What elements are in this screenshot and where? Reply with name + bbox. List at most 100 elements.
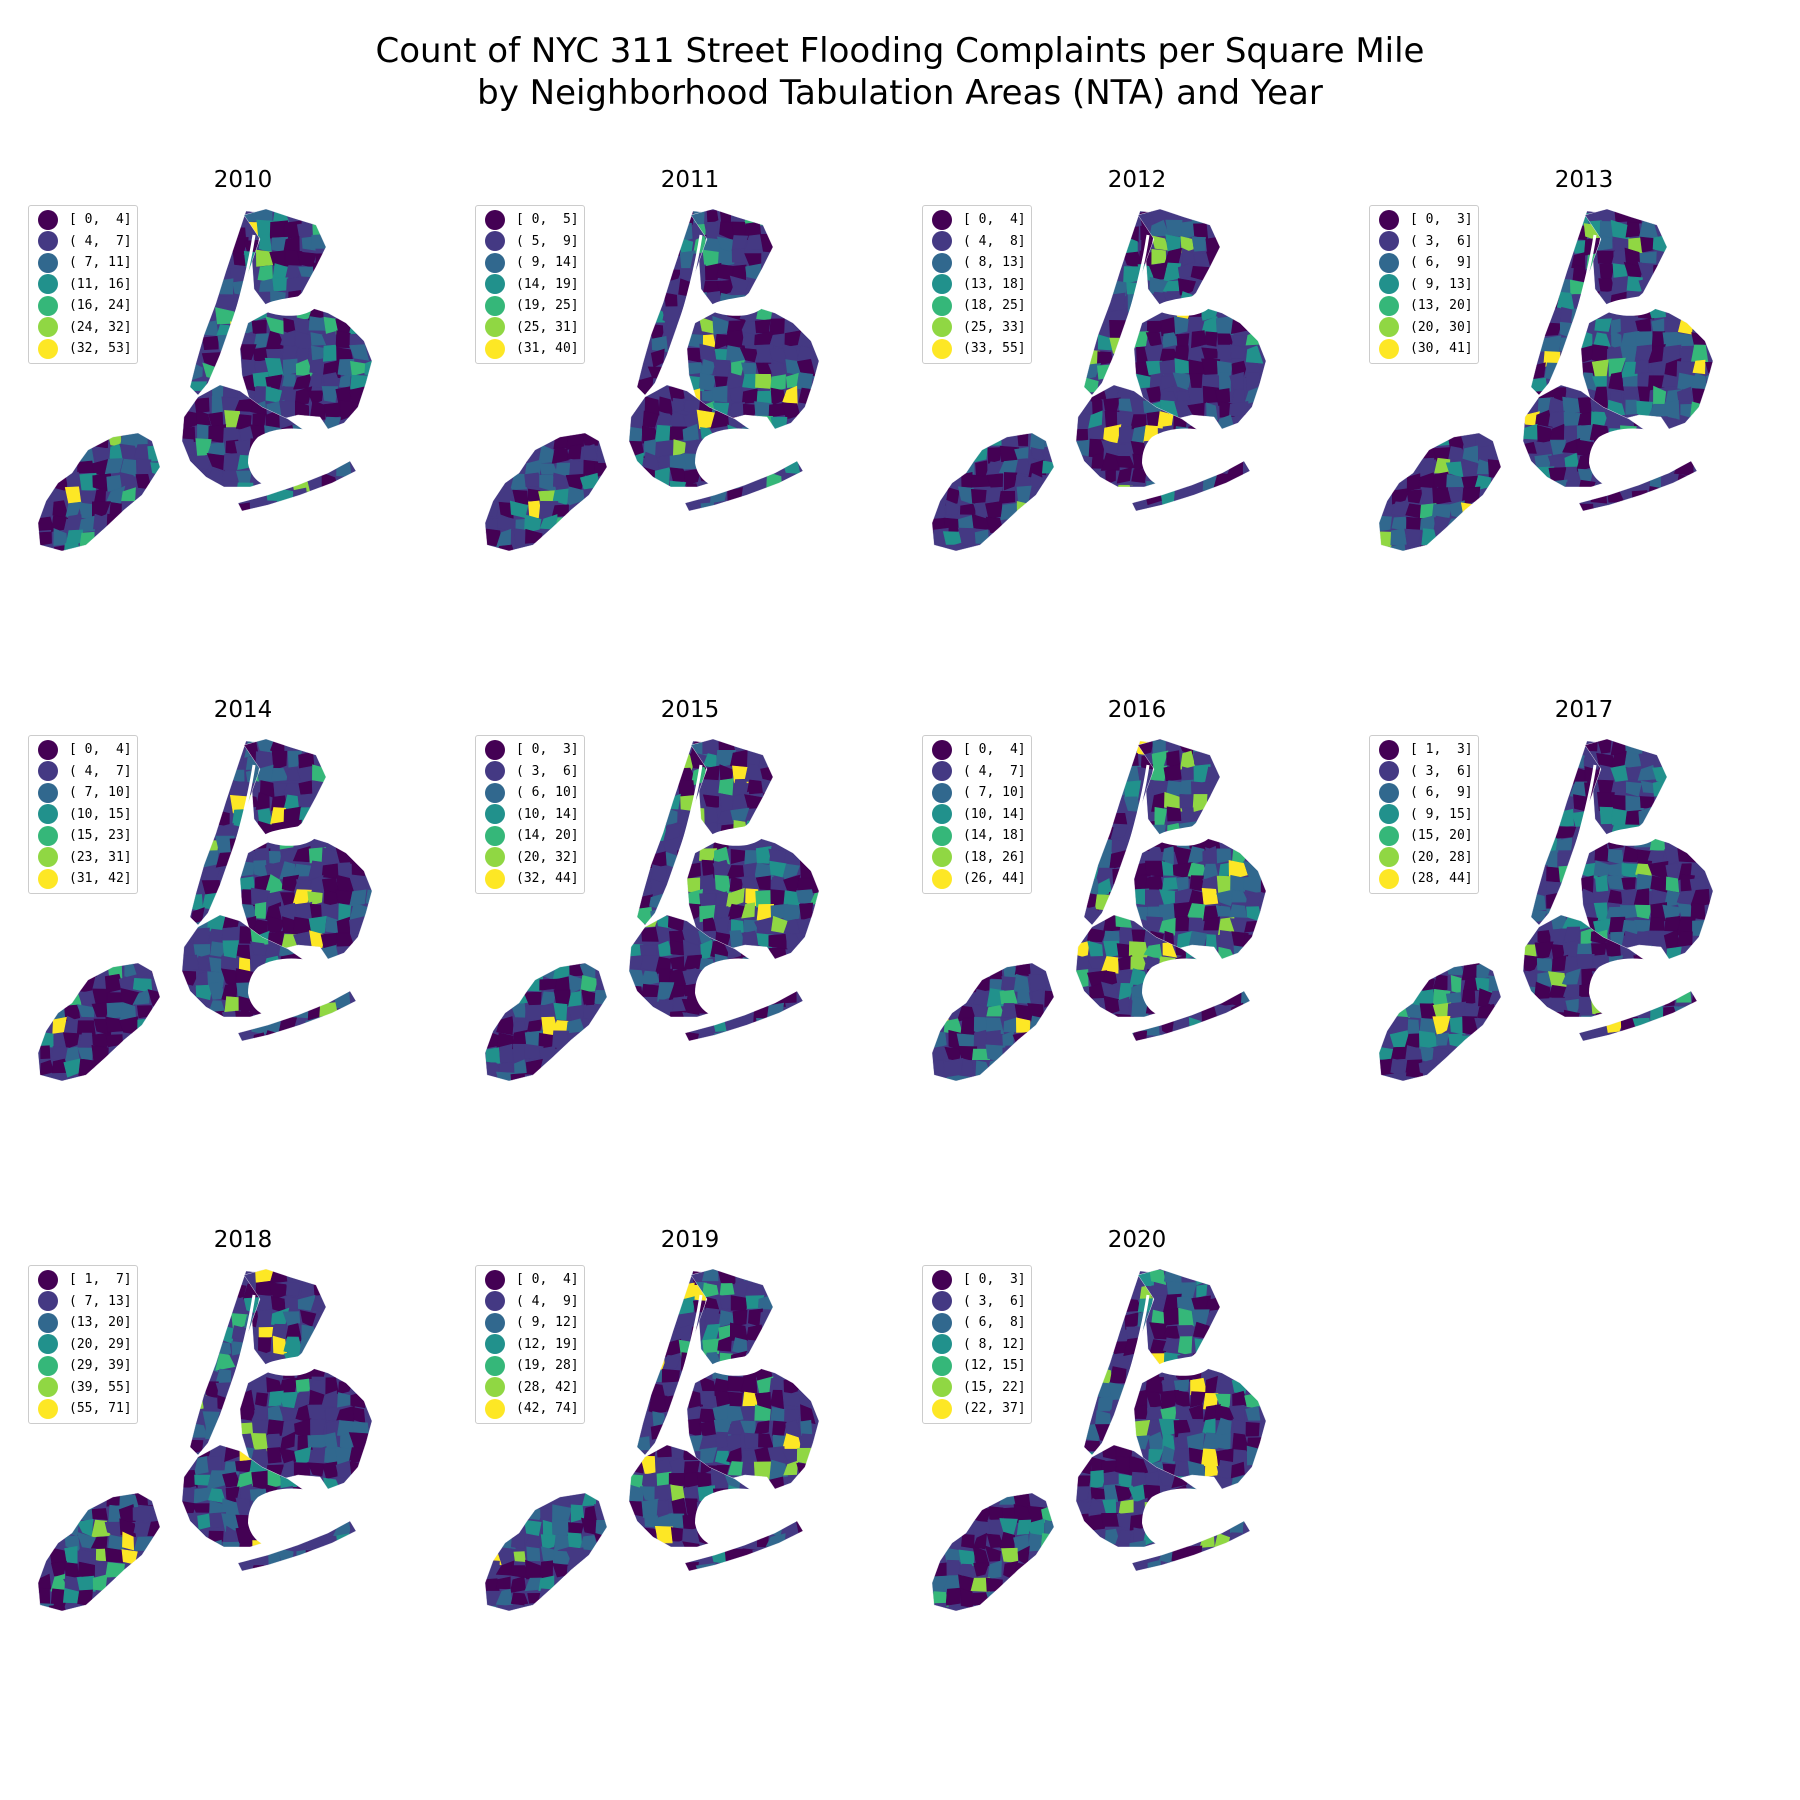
- nta-area: [1216, 889, 1236, 907]
- nta-area: [1432, 485, 1452, 505]
- nta-area: [205, 277, 219, 298]
- nta-area: [649, 1314, 667, 1330]
- nta-area: [629, 1010, 646, 1017]
- nta-area: [796, 1521, 803, 1535]
- choropleth-map: [484, 208, 820, 552]
- nta-area: [511, 1493, 530, 1507]
- nta-area: [1625, 781, 1642, 797]
- nta-area: [118, 1059, 138, 1079]
- borough-outline: [684, 460, 804, 512]
- legend-swatch: [38, 804, 58, 825]
- nta-area: [691, 1352, 707, 1369]
- nta-area: [240, 845, 253, 864]
- nta-area: [699, 1435, 718, 1451]
- nta-area: [1460, 502, 1480, 518]
- nta-area: [496, 1016, 515, 1036]
- nta-area: [1095, 263, 1112, 284]
- borough-outline: [1137, 738, 1221, 840]
- nta-area: [512, 489, 529, 505]
- nta-area: [1041, 1574, 1054, 1590]
- nta-area: [629, 1540, 644, 1547]
- legend-entry: (28, 42]: [476, 1377, 584, 1399]
- nta-area: [725, 502, 742, 511]
- nta-area: [496, 515, 516, 532]
- legend-label: ( 9, 15]: [1410, 806, 1473, 822]
- nta-area: [1258, 903, 1266, 921]
- nta-area: [932, 1532, 948, 1550]
- legend-entry: (30, 41]: [1370, 338, 1478, 360]
- nta-area: [555, 517, 571, 531]
- nta-area: [658, 940, 673, 957]
- legend-swatch: [932, 338, 952, 359]
- nta-area: [67, 1493, 81, 1510]
- nta-area: [1491, 500, 1501, 520]
- jamaica-bay-water: [695, 958, 800, 1017]
- nta-area: [783, 1460, 799, 1476]
- nta-area: [38, 1506, 55, 1524]
- nta-area: [323, 890, 340, 907]
- nta-area: [105, 1605, 121, 1611]
- nta-area: [1474, 1017, 1492, 1034]
- legend-entry: ( 4, 7]: [29, 231, 137, 253]
- legend-label: [ 0, 4]: [69, 212, 132, 228]
- nta-area: [1076, 1513, 1091, 1531]
- nta-area: [1115, 915, 1132, 928]
- legend-entry: (19, 28]: [476, 1355, 584, 1377]
- nta-area: [973, 1532, 988, 1550]
- nta-area: [1087, 1013, 1107, 1017]
- nta-area: [1076, 428, 1089, 441]
- nta-area: [1598, 764, 1614, 783]
- nta-area: [638, 852, 653, 869]
- nta-area: [1041, 1547, 1054, 1566]
- nta-area: [1176, 876, 1189, 892]
- borough-outline: [1131, 1520, 1251, 1572]
- nta-area: [78, 515, 97, 533]
- legend-label: (14, 18]: [963, 828, 1026, 844]
- nta-area: [1029, 1560, 1046, 1579]
- legend-label: (20, 32]: [516, 849, 579, 865]
- nta-area: [669, 480, 687, 487]
- nta-area: [1188, 1404, 1204, 1420]
- legend-entry: (14, 18]: [923, 825, 1031, 847]
- jamaica-bay-water: [695, 1488, 800, 1547]
- map-panel-2018: 2018 [ 1, 7] ( 7, 13] (13, 20] (20, 29] (29, …: [28, 1225, 458, 1695]
- nta-area: [1531, 278, 1545, 295]
- legend-label: ( 4, 7]: [69, 763, 132, 779]
- nta-area: [1635, 331, 1655, 347]
- nta-area: [364, 835, 372, 849]
- legend-entry: ( 7, 11]: [29, 252, 137, 274]
- nta-area: [279, 1561, 297, 1571]
- nta-area: [1189, 1391, 1207, 1408]
- nta-area: [218, 236, 232, 254]
- nta-area: [308, 374, 323, 389]
- nta-area: [38, 447, 55, 462]
- legend-entry: (31, 42]: [29, 868, 137, 890]
- nta-area: [512, 444, 528, 463]
- legend-swatch: [932, 1355, 952, 1376]
- nta-area: [310, 234, 326, 249]
- nta-area: [960, 1017, 976, 1037]
- legend-entry: ( 3, 6]: [1370, 231, 1478, 253]
- legend-entry: (19, 25]: [476, 295, 584, 317]
- nta-area: [810, 404, 819, 420]
- nta-area: [695, 1563, 716, 1571]
- nta-area: [1147, 1559, 1162, 1571]
- nta-area: [313, 809, 326, 823]
- nta-area: [309, 501, 324, 511]
- nta-area: [267, 1547, 282, 1566]
- legend-swatch: [932, 295, 952, 316]
- nta-area: [1243, 933, 1261, 950]
- nta-area: [1673, 486, 1691, 506]
- legend: [ 0, 3] ( 3, 6] ( 6, 10] (10, 14] (14, 20] (2…: [475, 735, 585, 894]
- nta-area: [1147, 1448, 1164, 1466]
- legend-entry: (10, 14]: [476, 804, 584, 826]
- nta-area: [648, 1394, 668, 1415]
- nta-area: [206, 453, 228, 471]
- nta-area: [309, 358, 325, 374]
- legend-swatch: [38, 317, 58, 338]
- legend-entry: (26, 44]: [923, 868, 1031, 890]
- nta-area: [768, 933, 788, 950]
- east-river-water: [711, 1351, 767, 1376]
- nta-area: [629, 1527, 646, 1544]
- nta-area: [509, 433, 531, 450]
